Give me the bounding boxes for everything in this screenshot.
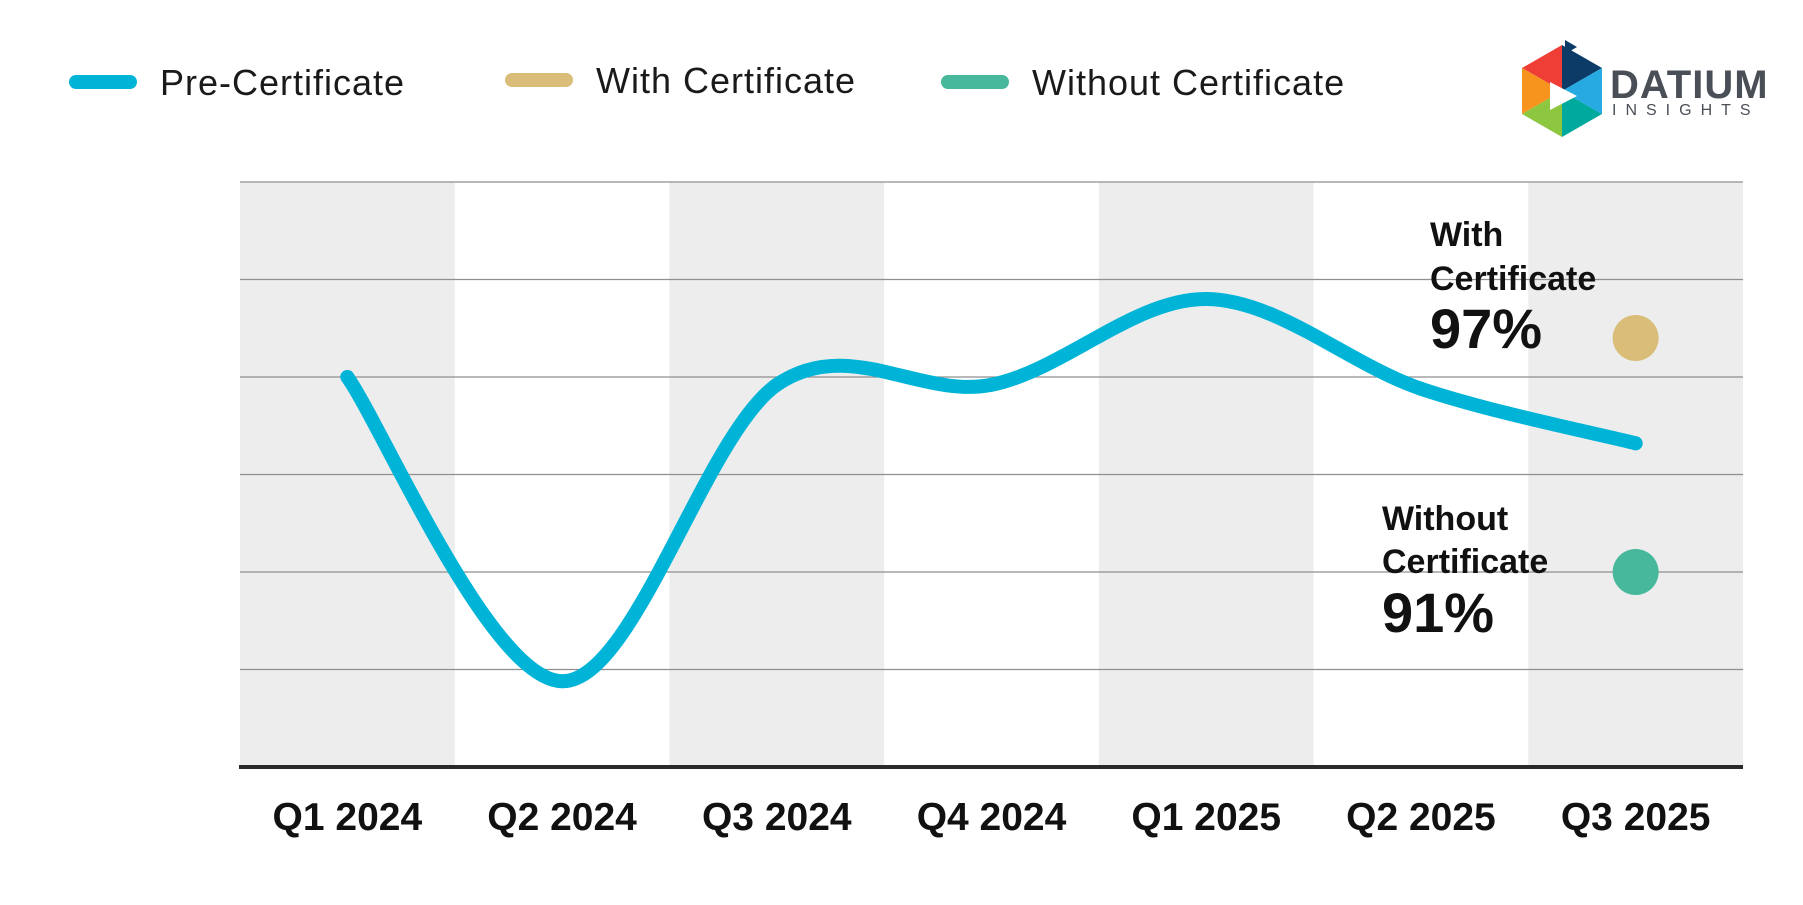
legend-label-without-certificate: Without Certificate xyxy=(1032,62,1345,103)
annotation-with-certificate-line1: With xyxy=(1430,216,1503,254)
logo-mark-icon xyxy=(1522,40,1602,137)
x-tick-label-q3-2025: Q3 2025 xyxy=(1561,796,1711,839)
point-with-certificate xyxy=(1612,315,1659,361)
annotation-without-certificate-line2: Certificate xyxy=(1382,543,1548,581)
annotation-with-certificate-value: 97% xyxy=(1430,297,1542,360)
legend: Pre-Certificate With Certificate Without… xyxy=(69,60,1345,103)
x-tick-label-q1-2025: Q1 2025 xyxy=(1131,796,1281,839)
x-tick-label-q2-2025: Q2 2025 xyxy=(1346,796,1496,839)
annotations: With Certificate 97% Without Certificate… xyxy=(1382,216,1596,644)
point-pre-certificate-q1-2025 xyxy=(1199,292,1214,306)
datium-logo: DATIUM INSIGHTS xyxy=(1522,40,1769,137)
annotation-with-certificate-line2: Certificate xyxy=(1430,260,1596,298)
point-pre-certificate-q2-2024 xyxy=(555,674,570,689)
x-tick-label-q4-2024: Q4 2024 xyxy=(917,796,1067,839)
point-pre-certificate-q3-2024 xyxy=(769,377,784,392)
logo-name: DATIUM xyxy=(1610,63,1769,107)
x-tick-label-q1-2024: Q1 2024 xyxy=(273,796,423,839)
point-pre-certificate-q1-2024 xyxy=(340,370,355,384)
logo-tagline: INSIGHTS xyxy=(1612,102,1760,119)
point-pre-certificate-q3-2025 xyxy=(1628,436,1643,451)
point-without-certificate xyxy=(1612,549,1659,595)
annotation-without-certificate-value: 91% xyxy=(1382,581,1494,644)
legend-label-with-certificate: With Certificate xyxy=(596,60,856,101)
annotation-without-certificate-line1: Without xyxy=(1382,500,1508,538)
x-axis-ticks: Q1 2024 Q2 2024 Q3 2024 Q4 2024 Q1 2025 Q2 20… xyxy=(273,796,1711,839)
x-tick-label-q2-2024: Q2 2024 xyxy=(487,796,637,839)
gridlines xyxy=(239,181,1743,769)
legend-label-pre-certificate: Pre-Certificate xyxy=(160,62,405,103)
point-pre-certificate-q4-2024 xyxy=(984,377,999,392)
series-layer xyxy=(340,291,1659,689)
series-line-pre-certificate xyxy=(340,291,1643,689)
x-tick-label-q3-2024: Q3 2024 xyxy=(702,796,852,839)
point-pre-certificate-q2-2025 xyxy=(1413,381,1428,396)
